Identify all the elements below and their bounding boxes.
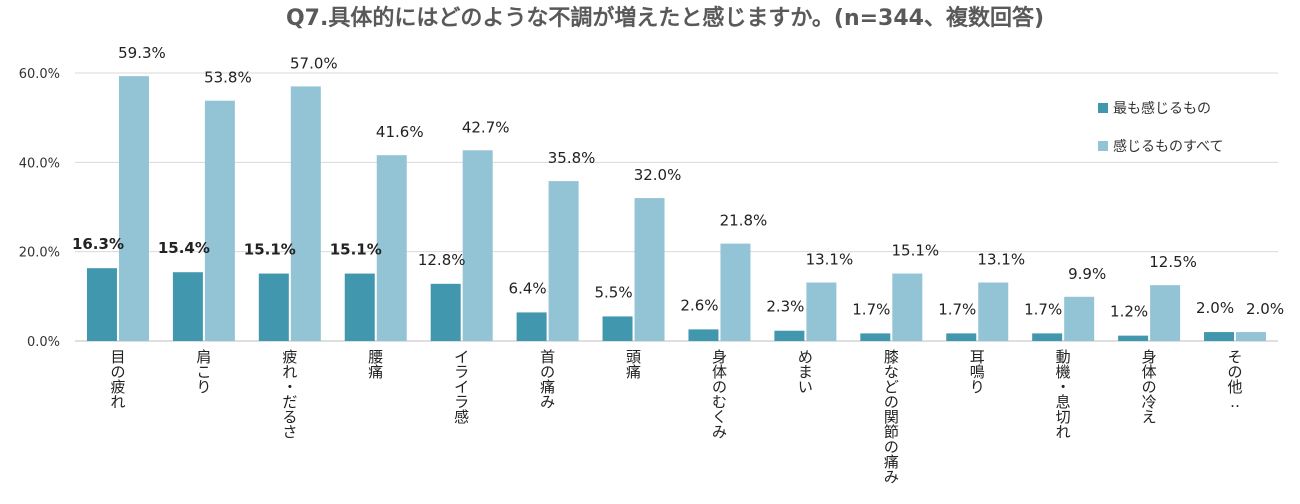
bar-all bbox=[204, 100, 235, 342]
category-label: 頭痛 bbox=[626, 348, 641, 381]
bar-most bbox=[344, 273, 375, 341]
bar-all bbox=[1150, 285, 1181, 341]
category-label: 膝などの関節の痛み bbox=[884, 348, 899, 486]
bar-most bbox=[602, 316, 633, 341]
category-label: 首の痛み bbox=[540, 348, 555, 411]
bar-all bbox=[462, 150, 493, 341]
value-label-all: 59.3% bbox=[118, 44, 166, 62]
y-tick-label: 40.0% bbox=[19, 156, 60, 171]
bar-most bbox=[774, 330, 805, 341]
value-label-most: 15.1% bbox=[244, 241, 296, 259]
legend: 最も感じるもの 感じるものすべて bbox=[1098, 100, 1223, 155]
value-label-most: 2.0% bbox=[1196, 299, 1234, 317]
bar-all bbox=[892, 273, 923, 341]
bar-all bbox=[118, 76, 149, 342]
y-tick-label: 0.0% bbox=[27, 335, 60, 350]
bar-all bbox=[1064, 296, 1095, 341]
value-label-all: 35.8% bbox=[548, 149, 596, 167]
value-label-most: 16.3% bbox=[72, 235, 124, 253]
bar-all bbox=[806, 282, 837, 341]
category-label: 疲れ・だるさ bbox=[282, 348, 297, 441]
value-label-all: 9.9% bbox=[1068, 265, 1106, 283]
bar-all bbox=[290, 86, 321, 342]
y-tick-label: 20.0% bbox=[19, 246, 60, 261]
value-label-all: 32.0% bbox=[634, 166, 682, 184]
value-label-all: 15.1% bbox=[891, 242, 939, 260]
value-label-most: 15.1% bbox=[330, 241, 382, 259]
bar-most bbox=[258, 273, 289, 341]
category-label: 身体の冷え bbox=[1142, 348, 1157, 426]
value-label-most: 1.7% bbox=[852, 300, 890, 318]
bar-most bbox=[1204, 332, 1235, 341]
value-label-all: 57.0% bbox=[290, 54, 338, 72]
category-label: 動機・息切れ bbox=[1056, 348, 1071, 441]
legend-label-most: 最も感じるもの bbox=[1113, 100, 1211, 117]
bar-most bbox=[430, 283, 461, 341]
category-label: イライラ感 bbox=[454, 348, 469, 426]
category-label: 腰痛 bbox=[368, 348, 383, 381]
bar-all bbox=[720, 243, 751, 341]
value-label-all: 21.8% bbox=[720, 212, 768, 230]
bar-all bbox=[634, 198, 665, 341]
category-label: めまい bbox=[798, 348, 813, 396]
legend-swatch-most bbox=[1098, 103, 1108, 113]
value-label-most: 5.5% bbox=[594, 283, 632, 301]
bar-most bbox=[688, 329, 719, 341]
value-label-all: 13.1% bbox=[977, 250, 1025, 268]
y-tick-label: 60.0% bbox=[19, 67, 60, 82]
value-label-all: 53.8% bbox=[204, 69, 252, 87]
bar-most bbox=[946, 333, 977, 341]
bar-most bbox=[1032, 333, 1063, 341]
value-label-most: 2.3% bbox=[766, 298, 804, 316]
legend-label-all: 感じるものすべて bbox=[1113, 138, 1223, 155]
bar-most bbox=[86, 268, 117, 341]
value-label-all: 41.6% bbox=[376, 123, 424, 141]
bar-all bbox=[548, 181, 579, 341]
legend-swatch-all bbox=[1098, 141, 1108, 151]
value-label-most: 15.4% bbox=[158, 239, 210, 257]
value-label-all: 42.7% bbox=[462, 118, 510, 136]
category-label: 身体のむくみ bbox=[712, 348, 727, 441]
category-label: 耳鳴り bbox=[970, 348, 985, 396]
bar-most bbox=[516, 312, 547, 341]
bar-all bbox=[376, 155, 407, 341]
bar-most bbox=[1118, 335, 1149, 341]
value-label-all: 12.5% bbox=[1149, 253, 1197, 271]
bar-all bbox=[978, 282, 1009, 341]
value-label-most: 6.4% bbox=[509, 279, 547, 297]
bar-all bbox=[1236, 332, 1267, 341]
category-label: その他‥ bbox=[1228, 348, 1243, 411]
chart-title: Q7.具体的にはどのような不調が増えたと感じますか。(n=344、複数回答) bbox=[286, 5, 1044, 31]
value-label-all: 2.0% bbox=[1246, 300, 1284, 318]
value-label-most: 12.8% bbox=[418, 251, 466, 269]
value-label-all: 13.1% bbox=[806, 250, 854, 268]
category-label: 目の疲れ bbox=[110, 348, 125, 411]
value-label-most: 1.2% bbox=[1110, 303, 1148, 321]
value-label-most: 1.7% bbox=[938, 300, 976, 318]
value-label-most: 1.7% bbox=[1024, 300, 1062, 318]
value-label-most: 2.6% bbox=[680, 296, 718, 314]
category-label: 肩こり bbox=[196, 348, 211, 396]
bar-most bbox=[172, 272, 203, 341]
bar-most bbox=[860, 333, 891, 341]
